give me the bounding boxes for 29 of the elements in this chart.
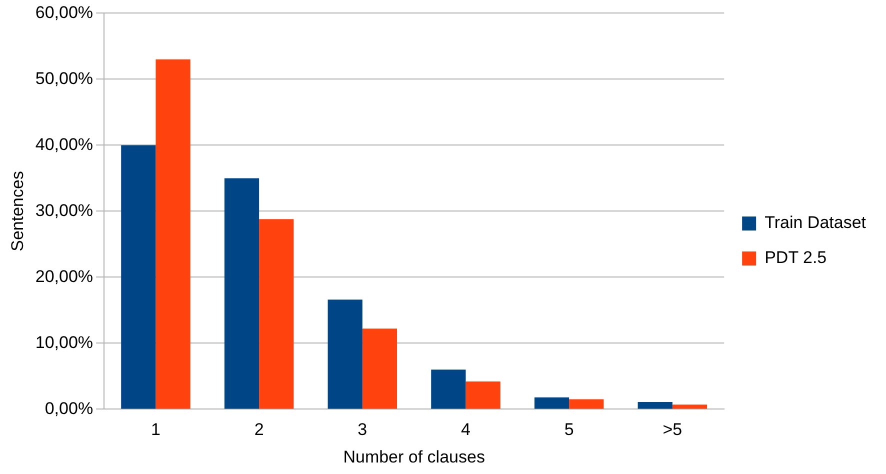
bar <box>672 404 708 409</box>
x-tick-label: 3 <box>358 420 368 440</box>
y-tick-label: 40,00% <box>35 134 94 154</box>
bar <box>224 178 260 409</box>
bar <box>638 402 672 409</box>
y-tick-label: 30,00% <box>35 200 94 220</box>
legend-label: Train Dataset <box>764 213 866 232</box>
y-tick-label: 50,00% <box>35 68 94 88</box>
x-tick-label: 5 <box>564 420 574 440</box>
x-tick-label: 4 <box>461 420 470 440</box>
bar <box>466 381 500 409</box>
y-tick-label: 0,00% <box>44 398 94 418</box>
x-tick-label: 1 <box>150 420 160 440</box>
bar <box>121 145 156 409</box>
y-tick-label: 10,00% <box>35 332 94 352</box>
bar <box>362 328 398 409</box>
y-tick-label: 20,00% <box>35 266 94 286</box>
bar <box>156 59 190 409</box>
bar <box>431 370 466 409</box>
bar <box>259 219 294 409</box>
y-axis-title: Sentences <box>8 171 27 252</box>
x-tick-label: 2 <box>254 420 264 440</box>
legend-label: PDT 2.5 <box>764 248 827 268</box>
x-axis-title: Number of clauses <box>343 447 485 466</box>
x-tick-label: >5 <box>662 420 682 440</box>
bar <box>534 397 570 409</box>
y-tick-label: 60,00% <box>35 2 94 22</box>
bar <box>569 399 604 409</box>
bar <box>328 300 362 409</box>
